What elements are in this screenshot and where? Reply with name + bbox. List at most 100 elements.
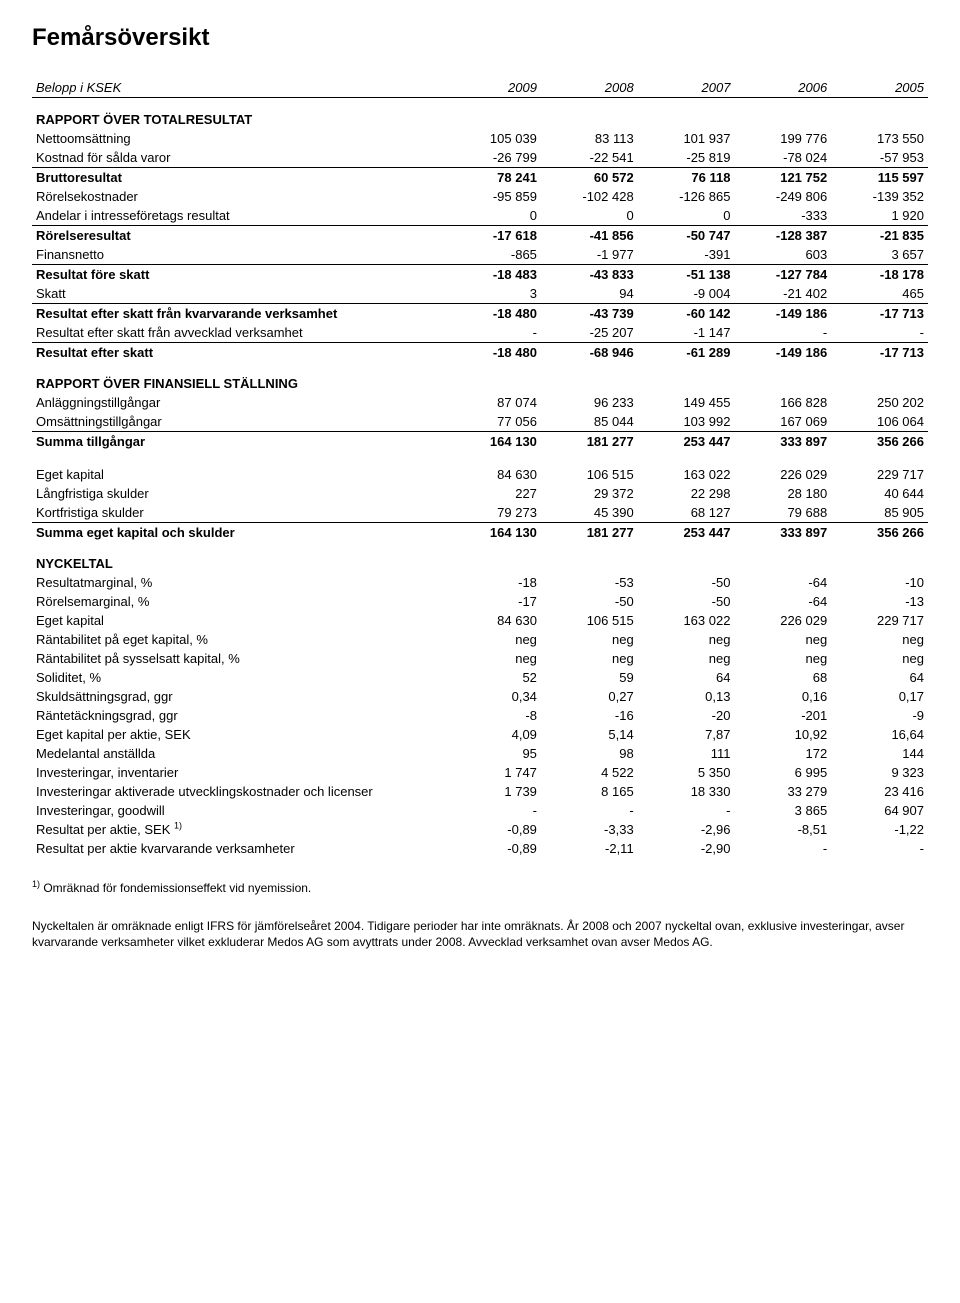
row-value: 4,09 xyxy=(444,725,541,744)
row-label: Resultatmarginal, % xyxy=(32,573,444,592)
row-value: -17 713 xyxy=(831,304,928,324)
row-value: -57 953 xyxy=(831,148,928,168)
row-value: -53 xyxy=(541,573,638,592)
row-value: 1 920 xyxy=(831,206,928,226)
row-value: 465 xyxy=(831,284,928,304)
row-value: 181 277 xyxy=(541,523,638,543)
row-value: -18 480 xyxy=(444,304,541,324)
row-value: - xyxy=(541,801,638,820)
row-value: 64 xyxy=(831,668,928,687)
row-label: Räntabilitet på eget kapital, % xyxy=(32,630,444,649)
row-label: Eget kapital xyxy=(32,611,444,630)
row-label: Resultat per aktie kvarvarande verksamhe… xyxy=(32,839,444,858)
table-row: Skatt394-9 004-21 402465 xyxy=(32,284,928,304)
row-value: 33 279 xyxy=(734,782,831,801)
row-value: -50 xyxy=(638,592,735,611)
table-row: Andelar i intresseföretags resultat000-3… xyxy=(32,206,928,226)
table-row: Rörelsemarginal, %-17-50-50-64-13 xyxy=(32,592,928,611)
row-value: 356 266 xyxy=(831,523,928,543)
row-value: 28 180 xyxy=(734,484,831,503)
row-value: 79 273 xyxy=(444,503,541,523)
footnote-1-sup: 1) xyxy=(32,879,40,889)
row-value: 106 515 xyxy=(541,611,638,630)
footnote-2: Nyckeltalen är omräknade enligt IFRS för… xyxy=(32,918,928,950)
row-label: Kostnad för sålda varor xyxy=(32,148,444,168)
table-row: Summa tillgångar164 130181 277253 447333… xyxy=(32,432,928,452)
row-value: 115 597 xyxy=(831,168,928,188)
row-value: -249 806 xyxy=(734,187,831,206)
row-label: Resultat per aktie, SEK 1) xyxy=(32,820,444,839)
row-value: 0,17 xyxy=(831,687,928,706)
row-value: neg xyxy=(831,630,928,649)
row-value: 603 xyxy=(734,245,831,265)
row-value: - xyxy=(444,801,541,820)
row-value: 0,16 xyxy=(734,687,831,706)
row-value: neg xyxy=(541,649,638,668)
row-value: 9 323 xyxy=(831,763,928,782)
row-value: -25 819 xyxy=(638,148,735,168)
row-label: Skuldsättningsgrad, ggr xyxy=(32,687,444,706)
row-value: 229 717 xyxy=(831,611,928,630)
row-value: -149 186 xyxy=(734,343,831,363)
section-title: RAPPORT ÖVER FINANSIELL STÄLLNING xyxy=(32,362,928,393)
row-value: - xyxy=(638,801,735,820)
row-value: -2,11 xyxy=(541,839,638,858)
row-value: 0,13 xyxy=(638,687,735,706)
row-value: 106 064 xyxy=(831,412,928,432)
row-label: Anläggningstillgångar xyxy=(32,393,444,412)
row-label: Rörelsekostnader xyxy=(32,187,444,206)
row-value: -21 402 xyxy=(734,284,831,304)
row-label: Resultat efter skatt från avvecklad verk… xyxy=(32,323,444,343)
row-value: 149 455 xyxy=(638,393,735,412)
row-value: -139 352 xyxy=(831,187,928,206)
row-value: 3 657 xyxy=(831,245,928,265)
row-value: 85 905 xyxy=(831,503,928,523)
table-row: Investeringar, goodwill---3 86564 907 xyxy=(32,801,928,820)
row-value: 181 277 xyxy=(541,432,638,452)
row-label: Finansnetto xyxy=(32,245,444,265)
row-value: -2,90 xyxy=(638,839,735,858)
row-value: -50 xyxy=(541,592,638,611)
row-value: -43 739 xyxy=(541,304,638,324)
row-value: 163 022 xyxy=(638,611,735,630)
row-label: Långfristiga skulder xyxy=(32,484,444,503)
row-value: 6 995 xyxy=(734,763,831,782)
row-value: 173 550 xyxy=(831,129,928,148)
row-value: -8,51 xyxy=(734,820,831,839)
row-value: 106 515 xyxy=(541,465,638,484)
row-value: 68 127 xyxy=(638,503,735,523)
row-value: neg xyxy=(444,630,541,649)
row-value: 163 022 xyxy=(638,465,735,484)
table-row: Investeringar, inventarier1 7474 5225 35… xyxy=(32,763,928,782)
header-label: Belopp i KSEK xyxy=(32,76,444,98)
row-value: 167 069 xyxy=(734,412,831,432)
row-value: 0,27 xyxy=(541,687,638,706)
row-value: -78 024 xyxy=(734,148,831,168)
row-value: 1 747 xyxy=(444,763,541,782)
row-value: 95 xyxy=(444,744,541,763)
row-value: 164 130 xyxy=(444,432,541,452)
spacer xyxy=(32,451,928,465)
row-value: 333 897 xyxy=(734,523,831,543)
row-value: 22 298 xyxy=(638,484,735,503)
row-value: -50 747 xyxy=(638,226,735,246)
row-label: Summa tillgångar xyxy=(32,432,444,452)
row-value: 64 907 xyxy=(831,801,928,820)
table-row: Rörelsekostnader-95 859-102 428-126 865-… xyxy=(32,187,928,206)
row-value: -50 xyxy=(638,573,735,592)
row-value: 3 xyxy=(444,284,541,304)
header-year: 2007 xyxy=(638,76,735,98)
financial-table: Belopp i KSEK20092008200720062005RAPPORT… xyxy=(32,76,928,858)
row-label: Omsättningstillgångar xyxy=(32,412,444,432)
row-value: 94 xyxy=(541,284,638,304)
row-value: 0 xyxy=(638,206,735,226)
row-value: 253 447 xyxy=(638,432,735,452)
row-value: 229 717 xyxy=(831,465,928,484)
table-row: Anläggningstillgångar87 07496 233149 455… xyxy=(32,393,928,412)
row-value: -18 483 xyxy=(444,265,541,285)
row-label: Nettoomsättning xyxy=(32,129,444,148)
row-label: Summa eget kapital och skulder xyxy=(32,523,444,543)
row-label: Investeringar aktiverade utvecklingskost… xyxy=(32,782,444,801)
header-year: 2005 xyxy=(831,76,928,98)
row-value: -126 865 xyxy=(638,187,735,206)
